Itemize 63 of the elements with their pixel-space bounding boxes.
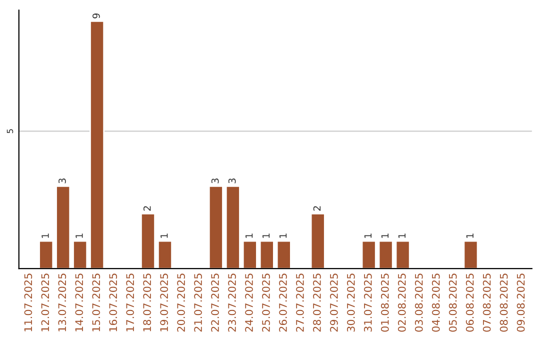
bar [361,240,376,269]
data-label: 1 [42,234,49,238]
bar [378,240,394,269]
x-tick-label: 24.07.2025 [245,274,253,332]
data-label: 3 [58,178,66,184]
x-tick-label: 02.08.2025 [398,274,406,332]
x-tick-label: 07.08.2025 [482,274,491,332]
x-tick-label: 06.08.2025 [466,274,474,332]
x-tick-label: 17.07.2025 [126,274,134,332]
x-tick-label: 26.07.2025 [279,274,287,332]
x-tick-label: 15.07.2025 [92,274,100,332]
x-tick-label: 01.08.2025 [380,274,389,332]
bar [225,185,240,269]
x-tick-label: 29.07.2025 [330,274,338,332]
data-label: 1 [279,234,287,238]
x-tick-label: 27.07.2025 [296,274,304,332]
x-tick-label: 19.07.2025 [160,274,168,332]
bar [38,240,54,269]
bar [310,212,326,269]
x-tick-label: 05.08.2025 [448,274,457,332]
x-tick-label: 22.07.2025 [211,274,219,332]
x-tick-label: 04.08.2025 [432,274,440,332]
data-label: 3 [211,178,219,184]
data-label: 1 [466,234,474,238]
bar [276,240,292,269]
x-tick-label: 25.07.2025 [262,274,270,332]
data-label: 1 [160,234,168,238]
x-tick-label: 08.08.2025 [500,274,508,332]
data-label: 9 [92,13,100,18]
data-label: 3 [228,178,236,184]
x-tick-label: 30.07.2025 [346,274,355,332]
bar [140,212,156,269]
bar [208,185,224,269]
bar [157,240,172,269]
bar [259,240,274,269]
x-tick-label: 23.07.2025 [228,274,236,332]
bar [242,240,258,269]
bar [395,240,410,269]
data-label: 2 [313,206,321,211]
data-label: 1 [76,234,83,238]
x-tick-label: 03.08.2025 [414,274,423,332]
bar [72,240,88,269]
bar [463,240,478,269]
x-tick-label: 16.07.2025 [109,274,118,332]
data-label: 2 [143,206,151,211]
data-label: 1 [246,234,253,238]
data-label: 1 [262,234,270,238]
data-label: 1 [381,234,388,238]
data-label: 1 [364,234,372,238]
x-tick-label: 18.07.2025 [143,274,152,332]
x-tick-label: 12.07.2025 [41,274,50,332]
x-tick-label: 14.07.2025 [75,274,84,332]
x-tick-label: 21.07.2025 [194,274,202,332]
data-label: 1 [398,234,406,238]
x-tick-label: 11.07.2025 [24,274,32,332]
x-tick-label: 20.07.2025 [177,274,185,332]
x-tick-label: 28.07.2025 [313,274,321,332]
bar [56,185,71,269]
x-tick-label: 09.08.2025 [516,274,525,332]
y-tick-label: 5 [6,129,14,134]
bar [90,20,105,269]
x-tick-label: 31.07.2025 [364,274,372,332]
x-tick-label: 13.07.2025 [58,274,66,332]
